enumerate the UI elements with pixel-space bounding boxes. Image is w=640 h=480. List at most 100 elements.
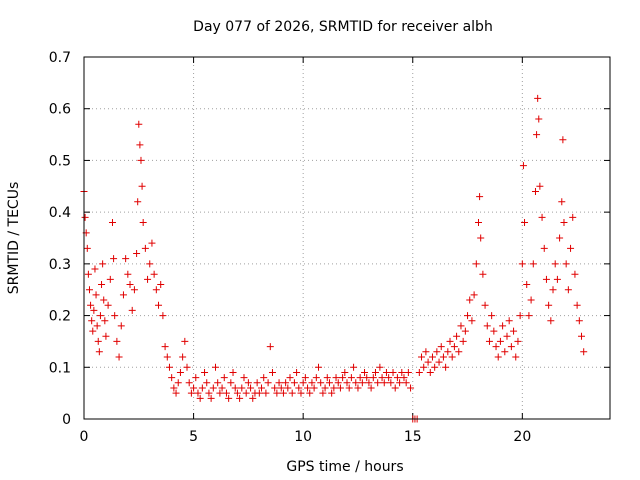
data-point bbox=[92, 291, 100, 299]
data-point bbox=[564, 286, 572, 294]
data-point bbox=[540, 244, 548, 252]
data-point bbox=[201, 368, 209, 376]
data-point bbox=[297, 389, 305, 397]
data-point bbox=[374, 379, 382, 387]
data-point bbox=[225, 394, 233, 402]
data-point bbox=[212, 363, 219, 371]
data-point bbox=[404, 368, 412, 376]
data-point bbox=[422, 348, 430, 356]
data-point bbox=[236, 394, 244, 402]
x-tick-label: 20 bbox=[513, 429, 531, 445]
data-point bbox=[312, 374, 320, 382]
data-point bbox=[470, 291, 478, 299]
data-point bbox=[472, 260, 480, 268]
data-point bbox=[168, 374, 176, 382]
data-point bbox=[159, 312, 167, 320]
data-point bbox=[420, 363, 428, 371]
y-tick-label: 0.2 bbox=[49, 309, 71, 325]
data-point bbox=[476, 193, 484, 201]
data-point bbox=[91, 265, 99, 273]
data-point bbox=[475, 218, 482, 226]
data-point bbox=[358, 379, 366, 387]
data-point bbox=[551, 260, 559, 268]
data-point bbox=[560, 218, 568, 226]
data-point bbox=[134, 198, 142, 206]
data-point bbox=[190, 384, 198, 392]
data-point bbox=[393, 374, 401, 382]
data-point bbox=[354, 384, 362, 392]
data-point bbox=[271, 384, 279, 392]
data-point bbox=[135, 120, 143, 128]
y-tick-label: 0.6 bbox=[49, 102, 71, 118]
data-point bbox=[247, 384, 255, 392]
data-point bbox=[573, 301, 581, 309]
data-point bbox=[93, 322, 101, 330]
data-point bbox=[113, 337, 121, 345]
data-point bbox=[516, 312, 524, 320]
data-point bbox=[122, 255, 130, 263]
data-point bbox=[233, 389, 241, 397]
data-point bbox=[352, 379, 360, 387]
data-point bbox=[529, 260, 537, 268]
x-tick-label: 5 bbox=[189, 429, 198, 445]
data-point bbox=[428, 353, 436, 361]
data-point bbox=[455, 348, 463, 356]
data-point bbox=[369, 374, 377, 382]
chart-title: Day 077 of 2026, SRMTID for receiver alb… bbox=[193, 19, 493, 35]
data-point bbox=[117, 322, 125, 330]
data-point bbox=[332, 374, 340, 382]
data-point bbox=[442, 363, 450, 371]
data-point bbox=[536, 182, 544, 190]
data-point bbox=[126, 281, 134, 289]
data-point bbox=[485, 337, 493, 345]
data-point bbox=[94, 337, 102, 345]
data-point bbox=[367, 384, 375, 392]
data-point bbox=[380, 379, 388, 387]
data-point bbox=[317, 379, 325, 387]
data-point bbox=[293, 368, 301, 376]
data-point bbox=[496, 337, 504, 345]
data-point bbox=[207, 394, 215, 402]
data-point bbox=[490, 327, 498, 335]
data-point bbox=[457, 322, 465, 330]
data-point bbox=[139, 218, 147, 226]
data-point bbox=[165, 363, 173, 371]
y-tick-label: 0.4 bbox=[49, 205, 71, 221]
data-point bbox=[415, 368, 423, 376]
data-point bbox=[242, 389, 250, 397]
data-point bbox=[136, 141, 144, 149]
data-point bbox=[179, 353, 187, 361]
data-point bbox=[501, 348, 509, 356]
data-point bbox=[216, 389, 224, 397]
data-point bbox=[521, 218, 529, 226]
data-point bbox=[273, 389, 281, 397]
data-point bbox=[176, 368, 184, 376]
data-point bbox=[514, 337, 522, 345]
data-point bbox=[334, 379, 342, 387]
data-point bbox=[499, 322, 507, 330]
y-tick-label: 0 bbox=[62, 412, 71, 428]
data-point bbox=[400, 374, 408, 382]
data-point bbox=[187, 389, 195, 397]
data-point bbox=[240, 374, 248, 382]
data-point bbox=[85, 286, 93, 294]
data-point bbox=[83, 244, 91, 252]
data-point bbox=[319, 389, 327, 397]
data-point bbox=[533, 131, 541, 139]
data-point bbox=[111, 312, 119, 320]
data-point bbox=[181, 337, 189, 345]
data-point bbox=[192, 374, 200, 382]
data-point bbox=[183, 363, 191, 371]
data-point bbox=[203, 379, 211, 387]
data-point bbox=[258, 384, 266, 392]
data-point bbox=[347, 374, 355, 382]
data-point bbox=[128, 306, 136, 314]
data-point bbox=[306, 389, 314, 397]
data-point bbox=[308, 379, 316, 387]
data-point bbox=[431, 363, 439, 371]
x-tick-labels: 0 5 10 15 20 bbox=[80, 429, 532, 445]
data-point bbox=[376, 363, 384, 371]
data-point bbox=[146, 260, 154, 268]
data-point bbox=[155, 301, 163, 309]
y-tick-label: 0.5 bbox=[49, 153, 71, 169]
